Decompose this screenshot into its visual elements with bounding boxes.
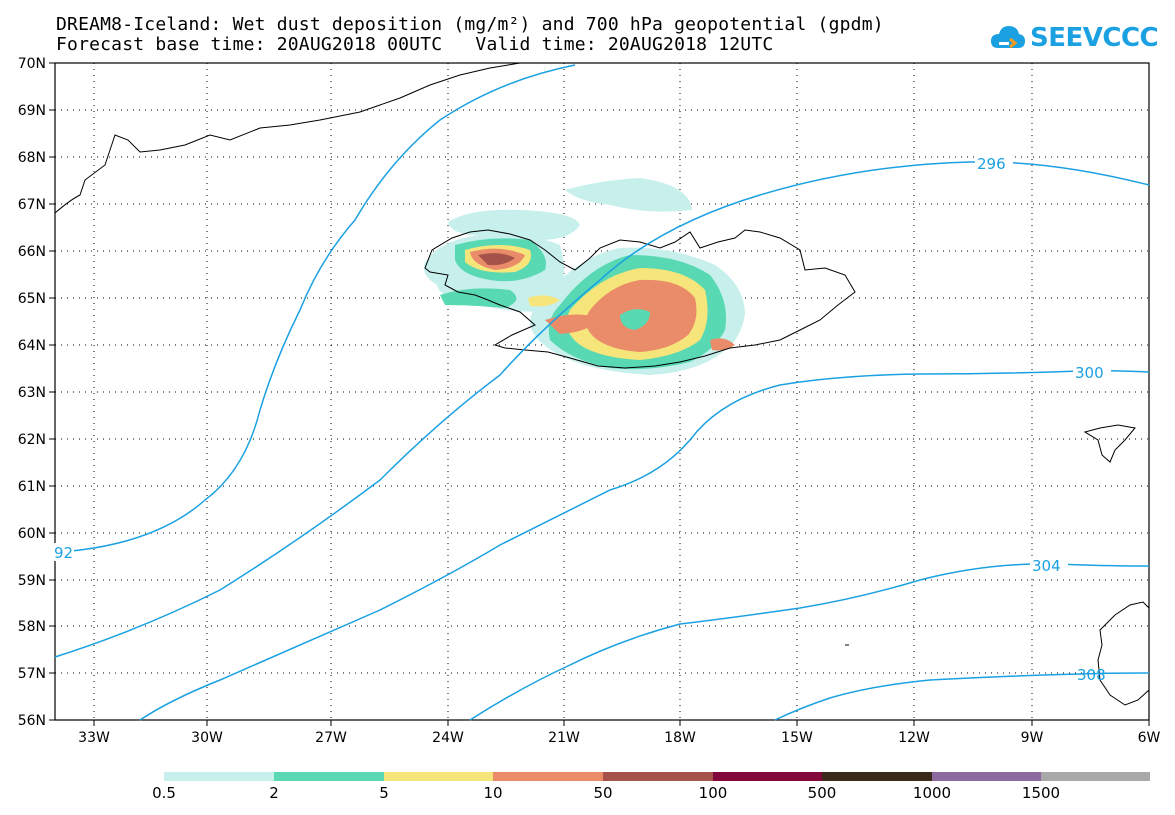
legend-label: 0.5 <box>152 784 176 802</box>
contour-296 <box>54 161 1150 658</box>
coastlines <box>54 62 1150 706</box>
latitude-labels: 70N 69N 68N 67N 66N 65N 64N 63N 62N 61N … <box>18 56 46 729</box>
lat-label: 66N <box>18 244 46 260</box>
lat-label: 59N <box>18 573 46 589</box>
lat-label: 60N <box>18 526 46 542</box>
lon-label: 15W <box>781 730 813 746</box>
legend-label: 500 <box>807 784 837 802</box>
legend-swatch <box>822 772 932 781</box>
logo-text: SEEVCCC <box>1030 23 1159 53</box>
lon-label: 24W <box>432 730 464 746</box>
legend-swatch <box>274 772 384 781</box>
lat-label: 61N <box>18 479 46 495</box>
lat-label: 67N <box>18 197 46 213</box>
dust-deposition-field <box>423 178 745 375</box>
lat-label: 62N <box>18 432 46 448</box>
lon-label: 6W <box>1138 730 1161 746</box>
legend-label: 1000 <box>912 784 952 802</box>
lat-label: 69N <box>18 103 46 119</box>
legend-label: 5 <box>379 784 389 802</box>
lat-label: 56N <box>18 713 46 729</box>
lon-label: 27W <box>315 730 347 746</box>
color-legend <box>164 772 1150 781</box>
lat-label: 58N <box>18 619 46 635</box>
legend-swatch <box>493 772 603 781</box>
legend-label: 2 <box>269 784 279 802</box>
lon-label: 33W <box>78 730 110 746</box>
lat-label: 64N <box>18 338 46 354</box>
legend-swatch <box>164 772 274 781</box>
lon-label: 30W <box>191 730 223 746</box>
lat-label: 68N <box>18 150 46 166</box>
legend-swatch <box>603 772 713 781</box>
contour-300 <box>139 369 1150 721</box>
map-subtitle: Forecast base time: 20AUG2018 00UTC Vali… <box>56 34 774 55</box>
legend-swatch <box>713 772 822 781</box>
contour-label-92: 92 <box>54 544 73 562</box>
lat-label: 57N <box>18 666 46 682</box>
longitude-labels: 33W 30W 27W 24W 21W 18W 15W 12W 9W 6W <box>78 730 1160 746</box>
legend-swatch <box>1041 772 1150 781</box>
lat-label: 63N <box>18 385 46 401</box>
lat-label: 70N <box>18 56 46 72</box>
legend-swatch <box>932 772 1041 781</box>
legend-label: 100 <box>698 784 728 802</box>
contour-308 <box>774 672 1150 721</box>
map-title: DREAM8-Iceland: Wet dust deposition (mg/… <box>56 14 884 35</box>
cloud-icon <box>991 26 1025 49</box>
seevccc-logo: SEEVCCC <box>990 20 1159 56</box>
geopotential-contours <box>54 64 1150 721</box>
axis-ticks <box>49 62 1150 726</box>
legend-swatch <box>384 772 493 781</box>
lon-label: 18W <box>664 730 696 746</box>
contour-292 <box>54 64 576 554</box>
contour-labels: 92 296 300 304 308 <box>52 154 1111 684</box>
lon-label: 9W <box>1021 730 1044 746</box>
contour-label-296: 296 <box>977 155 1006 173</box>
lon-label: 21W <box>548 730 580 746</box>
contour-label-308: 308 <box>1077 666 1106 684</box>
legend-label: 10 <box>483 784 503 802</box>
legend-label: 1500 <box>1021 784 1061 802</box>
contour-label-300: 300 <box>1075 364 1104 382</box>
legend-label: 50 <box>593 784 613 802</box>
contour-label-304: 304 <box>1032 557 1061 575</box>
lon-label: 12W <box>898 730 930 746</box>
lat-label: 65N <box>18 291 46 307</box>
